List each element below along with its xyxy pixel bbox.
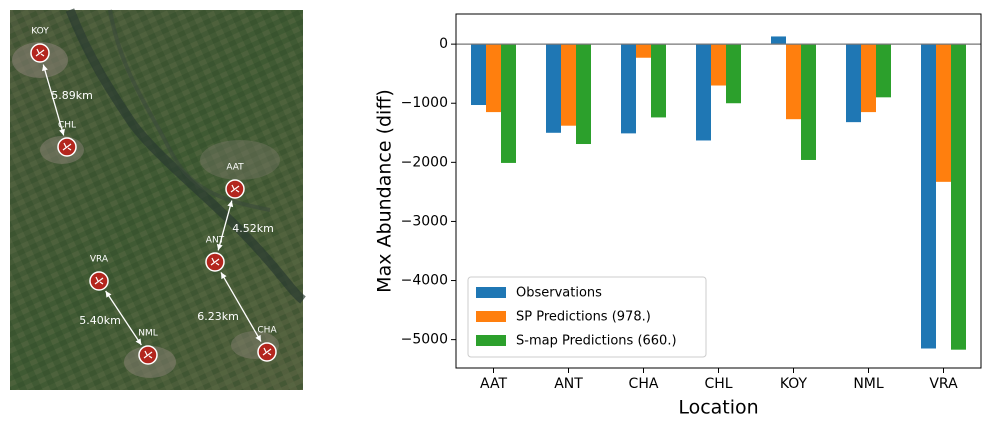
legend-swatch bbox=[476, 311, 506, 322]
x-axis-label: Location bbox=[678, 397, 758, 419]
river bbox=[65, 8, 306, 304]
distance-label: 5.89km bbox=[51, 89, 93, 102]
site-label: ANT bbox=[206, 236, 225, 246]
distance-arrow bbox=[42, 64, 65, 136]
bar bbox=[846, 44, 861, 123]
bar bbox=[471, 44, 486, 106]
mosquito-icon bbox=[262, 347, 272, 356]
stream bbox=[108, 9, 271, 212]
bar bbox=[921, 44, 936, 349]
x-tick-label: KOY bbox=[780, 376, 808, 392]
y-tick-label: −5000 bbox=[401, 332, 448, 348]
mosquito-icon bbox=[35, 48, 45, 57]
bar bbox=[771, 36, 786, 45]
x-tick-label: NML bbox=[853, 376, 884, 392]
legend-box bbox=[467, 276, 707, 358]
chart: 0 −1000 −2000 −3000 −4000 −5000 AAT ANT CHA CHL KO… bbox=[374, 13, 982, 419]
x-tick-label: ANT bbox=[554, 376, 583, 392]
mosquito-icon bbox=[230, 184, 240, 193]
mosquito-icon bbox=[210, 257, 220, 266]
distance-label: 4.52km bbox=[232, 222, 274, 235]
arrow-head bbox=[135, 338, 142, 345]
bar bbox=[876, 44, 891, 98]
arrow-head bbox=[255, 334, 261, 342]
site-label: NML bbox=[138, 329, 158, 339]
arrow-head bbox=[59, 128, 65, 136]
bar bbox=[936, 44, 951, 182]
legend-swatch bbox=[476, 335, 506, 346]
arrow-head bbox=[216, 243, 223, 251]
distance-arrow bbox=[105, 290, 142, 346]
distance-arrow bbox=[217, 200, 233, 251]
arrow-head bbox=[105, 291, 112, 298]
x-tick-label: VRA bbox=[929, 376, 958, 392]
bar bbox=[561, 44, 576, 126]
y-tick-label: −1000 bbox=[401, 95, 448, 111]
site-label: VRA bbox=[90, 255, 109, 265]
site-label: CHL bbox=[58, 121, 76, 131]
map bbox=[10, 8, 306, 390]
axes-frame bbox=[455, 13, 982, 369]
legend-label: S-map Predictions (660.) bbox=[516, 334, 677, 349]
y-tick-label: −3000 bbox=[401, 213, 448, 229]
bar bbox=[621, 44, 636, 134]
site-label: KOY bbox=[31, 27, 49, 37]
site-label: CHA bbox=[257, 326, 277, 336]
y-tick-label: 0 bbox=[439, 36, 448, 52]
bar bbox=[801, 44, 816, 160]
bar bbox=[546, 44, 561, 133]
map-markers: 5.89km 4.52km 5.40km 6.23km KOY CHL AAT ANT VRA N… bbox=[30, 27, 277, 365]
arrow-head bbox=[221, 272, 227, 280]
x-tick-label: AAT bbox=[480, 376, 507, 392]
map-fields bbox=[10, 10, 303, 390]
distance-arrow bbox=[220, 272, 262, 342]
bar bbox=[651, 44, 666, 118]
distance-label: 6.23km bbox=[197, 310, 239, 323]
bar bbox=[711, 44, 726, 86]
site-label: AAT bbox=[226, 163, 244, 173]
bar bbox=[501, 44, 516, 163]
x-tick-label: CHL bbox=[704, 376, 732, 392]
arrow-head bbox=[227, 200, 234, 208]
y-tick-label: −4000 bbox=[401, 273, 448, 289]
bar bbox=[861, 44, 876, 113]
arrow-head bbox=[42, 64, 48, 72]
bar bbox=[636, 44, 651, 58]
bar bbox=[786, 44, 801, 120]
legend-label: SP Predictions (978.) bbox=[516, 310, 651, 325]
mosquito-icon bbox=[143, 350, 153, 359]
town bbox=[200, 140, 280, 180]
legend-label: Observations bbox=[516, 286, 602, 301]
mosquito-icon bbox=[62, 142, 72, 151]
bar bbox=[696, 44, 711, 141]
x-tick-label: CHA bbox=[629, 376, 659, 392]
mosquito-icon bbox=[94, 276, 104, 285]
y-tick-label: −2000 bbox=[401, 154, 448, 170]
bar bbox=[486, 44, 501, 113]
bar bbox=[726, 44, 741, 104]
legend-swatch bbox=[476, 287, 506, 298]
bar bbox=[951, 44, 966, 350]
y-axis-label: Max Abundance (diff) bbox=[374, 89, 396, 293]
distance-label: 5.40km bbox=[79, 314, 121, 327]
bar bbox=[576, 44, 591, 145]
